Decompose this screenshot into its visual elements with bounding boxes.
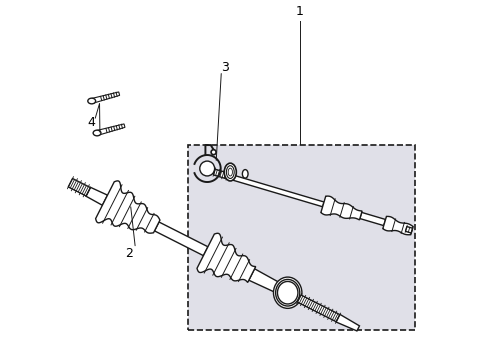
Text: 3: 3 xyxy=(221,61,228,74)
Polygon shape xyxy=(96,181,160,233)
Polygon shape xyxy=(68,179,90,196)
Polygon shape xyxy=(297,295,339,322)
Polygon shape xyxy=(335,314,359,331)
Ellipse shape xyxy=(93,130,101,136)
Text: 4: 4 xyxy=(87,116,95,129)
Polygon shape xyxy=(359,212,385,226)
Ellipse shape xyxy=(242,170,247,178)
Polygon shape xyxy=(197,233,255,283)
Circle shape xyxy=(211,150,216,155)
Text: 2: 2 xyxy=(125,247,133,260)
Polygon shape xyxy=(213,169,227,179)
Polygon shape xyxy=(248,269,280,292)
Polygon shape xyxy=(382,216,412,235)
Polygon shape xyxy=(405,226,412,233)
Ellipse shape xyxy=(224,163,236,181)
Polygon shape xyxy=(320,196,361,220)
Circle shape xyxy=(200,161,214,176)
Polygon shape xyxy=(96,124,125,135)
Polygon shape xyxy=(154,222,207,256)
Text: 1: 1 xyxy=(295,5,303,18)
Polygon shape xyxy=(91,92,120,103)
Polygon shape xyxy=(86,187,107,205)
Polygon shape xyxy=(226,174,324,207)
Polygon shape xyxy=(187,145,414,330)
Ellipse shape xyxy=(88,98,96,104)
Ellipse shape xyxy=(273,277,301,309)
